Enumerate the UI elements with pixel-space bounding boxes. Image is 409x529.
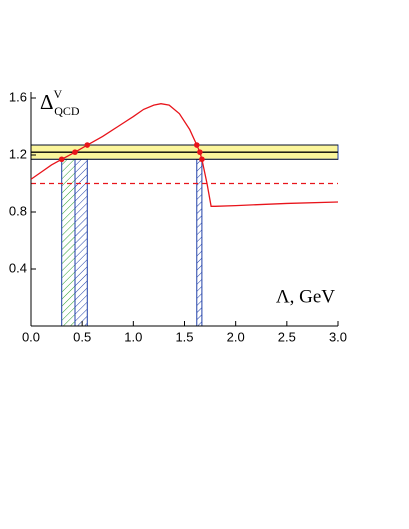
y-label: ΔV QCD — [40, 87, 80, 118]
x-tick-label: 2.0 — [227, 329, 245, 344]
point — [58, 156, 65, 163]
region — [196, 158, 203, 327]
x-tick-label: 3.0 — [329, 329, 347, 344]
point — [84, 142, 91, 148]
point — [193, 142, 200, 148]
x-tick-label: 0.0 — [22, 329, 40, 344]
x-tick-label: 0.5 — [73, 329, 91, 344]
y-label-sub: QCD — [54, 104, 80, 118]
point — [72, 149, 78, 155]
y-label-symbol: Δ — [40, 90, 54, 114]
y-tick-label: 1.2 — [9, 146, 27, 161]
point — [199, 156, 205, 163]
x-tick-label: 2.5 — [278, 329, 296, 344]
x-label: Λ, GeV — [276, 286, 335, 307]
x-tick-label: 1.5 — [175, 329, 193, 344]
region — [61, 158, 76, 327]
y-tick-label: 0.4 — [9, 260, 27, 275]
x-tick-label: 1.0 — [124, 329, 142, 344]
point — [197, 149, 203, 155]
y-label-sup: V — [54, 87, 63, 101]
region — [74, 158, 88, 327]
y-tick-label: 1.6 — [9, 89, 27, 104]
y-tick-label: 0.8 — [9, 203, 27, 218]
